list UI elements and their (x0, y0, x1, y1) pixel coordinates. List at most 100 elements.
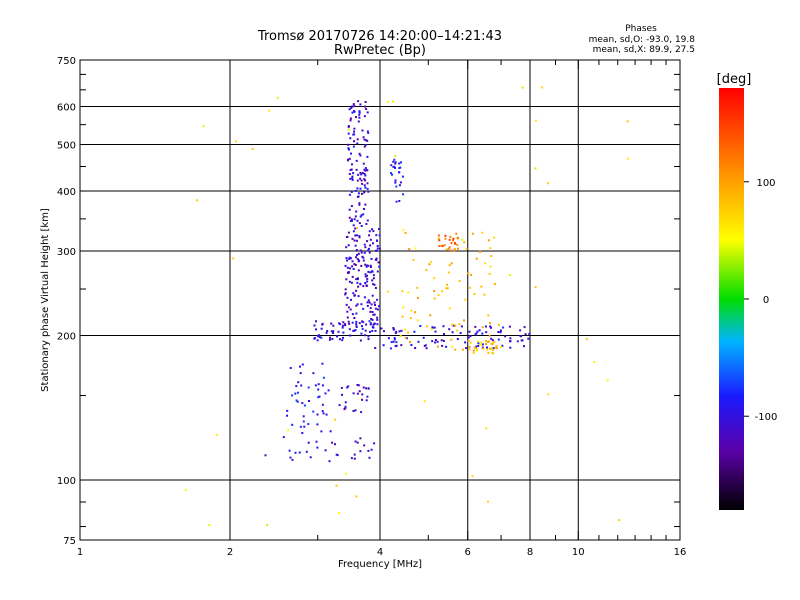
data-point (440, 339, 443, 342)
data-point (463, 241, 466, 244)
y-tick-label: 100 (57, 476, 76, 487)
data-point (353, 218, 356, 221)
data-point (372, 242, 374, 245)
data-point (392, 100, 394, 103)
data-point (376, 245, 379, 247)
data-point (351, 313, 354, 316)
data-point (316, 339, 319, 342)
data-point (330, 330, 333, 333)
data-point (361, 192, 363, 195)
data-point (508, 325, 511, 328)
data-point (282, 436, 285, 439)
data-point (327, 389, 330, 392)
data-point (376, 247, 379, 250)
data-point (332, 330, 335, 333)
data-point (349, 257, 352, 260)
data-point (316, 335, 319, 338)
data-point (456, 329, 459, 332)
data-point (446, 287, 449, 290)
data-point (335, 484, 338, 487)
data-point (309, 456, 312, 459)
data-point (351, 177, 354, 179)
data-point (357, 269, 360, 272)
data-point (358, 110, 361, 113)
data-point (481, 231, 484, 234)
data-point (471, 232, 474, 235)
data-point (378, 234, 381, 237)
data-point (288, 449, 291, 452)
data-point (519, 335, 522, 337)
data-point (443, 333, 445, 335)
data-point (371, 311, 374, 313)
data-point (372, 323, 375, 326)
data-point (320, 430, 323, 433)
data-point (366, 155, 369, 158)
data-point (534, 119, 537, 122)
data-point (321, 384, 324, 387)
data-point (469, 286, 472, 289)
data-point (373, 301, 376, 304)
data-point (354, 409, 357, 412)
data-point (455, 232, 458, 235)
data-point (456, 236, 459, 239)
data-point (410, 344, 413, 346)
data-point (376, 239, 378, 242)
data-point (286, 414, 288, 417)
data-point (369, 330, 371, 333)
data-point (344, 264, 347, 267)
data-point (363, 145, 366, 148)
data-point (479, 250, 481, 253)
data-point (363, 208, 365, 210)
data-point (315, 328, 317, 331)
data-point (341, 326, 344, 329)
data-point (184, 488, 187, 491)
data-point (403, 328, 406, 331)
data-point (414, 247, 417, 250)
data-point (361, 129, 364, 132)
data-point (369, 271, 372, 274)
data-point (357, 120, 360, 123)
data-point (438, 239, 441, 242)
data-point (360, 303, 363, 306)
data-point (448, 264, 451, 267)
data-point (352, 145, 355, 148)
data-point (464, 341, 467, 344)
data-point (386, 100, 389, 103)
data-point (299, 372, 302, 375)
data-point (412, 259, 415, 262)
data-point (499, 331, 502, 334)
data-point (357, 192, 360, 195)
data-point (391, 173, 393, 176)
data-point (482, 347, 485, 350)
data-point (294, 392, 297, 395)
colorbar-label: [deg] (717, 72, 752, 87)
data-point (368, 456, 371, 459)
data-point (437, 294, 440, 296)
data-point (297, 381, 300, 384)
data-point (371, 329, 374, 332)
data-point (365, 108, 368, 110)
data-point (347, 231, 350, 234)
data-point (509, 274, 512, 276)
data-point (342, 331, 345, 334)
data-point (361, 182, 364, 185)
data-point (367, 190, 370, 193)
data-point (593, 361, 596, 363)
data-point (295, 399, 298, 402)
data-point (358, 111, 361, 114)
data-point (332, 332, 334, 334)
data-point (463, 319, 465, 322)
data-point (448, 328, 451, 331)
data-point (268, 109, 271, 112)
data-point (367, 338, 370, 341)
data-point (344, 401, 347, 404)
data-point (195, 199, 198, 202)
data-point (351, 105, 353, 108)
data-point (364, 105, 367, 108)
data-point (325, 331, 328, 334)
data-point (365, 399, 368, 402)
data-point (495, 347, 498, 350)
data-point (436, 345, 439, 348)
data-point (345, 303, 348, 306)
data-point (488, 334, 491, 337)
